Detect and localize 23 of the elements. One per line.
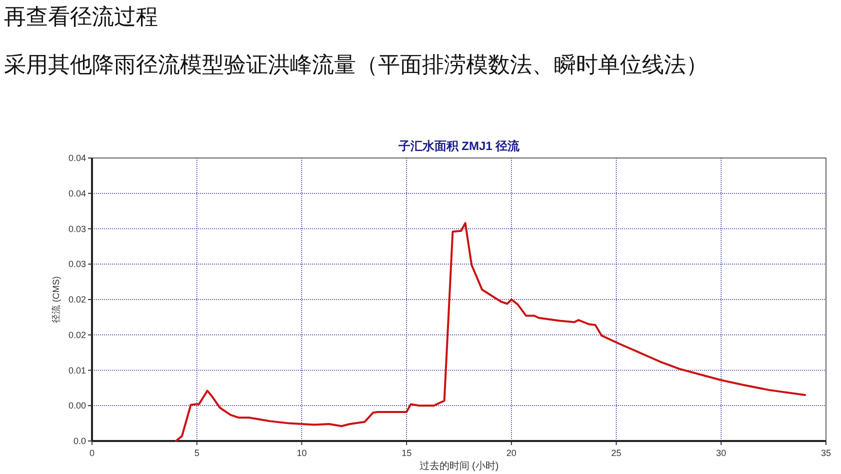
x-tick-label: 10 [296,448,307,458]
x-tick-label: 5 [194,448,200,458]
y-axis-title: 径流 (CMS) [51,276,61,323]
x-tick-label: 20 [506,448,516,458]
y-tick-label: 0.03 [68,224,86,234]
y-tick-label: 0.04 [68,153,86,163]
x-tick-label: 35 [820,448,832,458]
line-series [174,222,806,442]
x-tick-label: 15 [402,448,412,458]
x-tick-label: 25 [611,448,622,458]
x-axis-title: 过去的时间 (小时) [419,460,499,472]
y-tick-label: 0.02 [68,294,86,304]
x-tick-label: 0 [89,448,95,458]
y-tick-label: 0.0 [73,436,86,446]
y-tick-label: 0.04 [68,188,86,198]
y-tick-label: 0.03 [68,259,86,270]
text: 再查看径流过程 [4,4,158,29]
y-tick-label: 0.02 [68,330,86,340]
chart-title: 子汇水面积 ZMJ1 径流 [397,139,521,153]
text: 采用其他降雨径流模型验证洪峰流量（平面排涝模数法、瞬时单位线法） [4,52,708,77]
y-tick-label: 0.00 [68,400,86,411]
y-tick-label: 0.01 [68,365,86,376]
x-tick-label: 30 [716,448,726,458]
